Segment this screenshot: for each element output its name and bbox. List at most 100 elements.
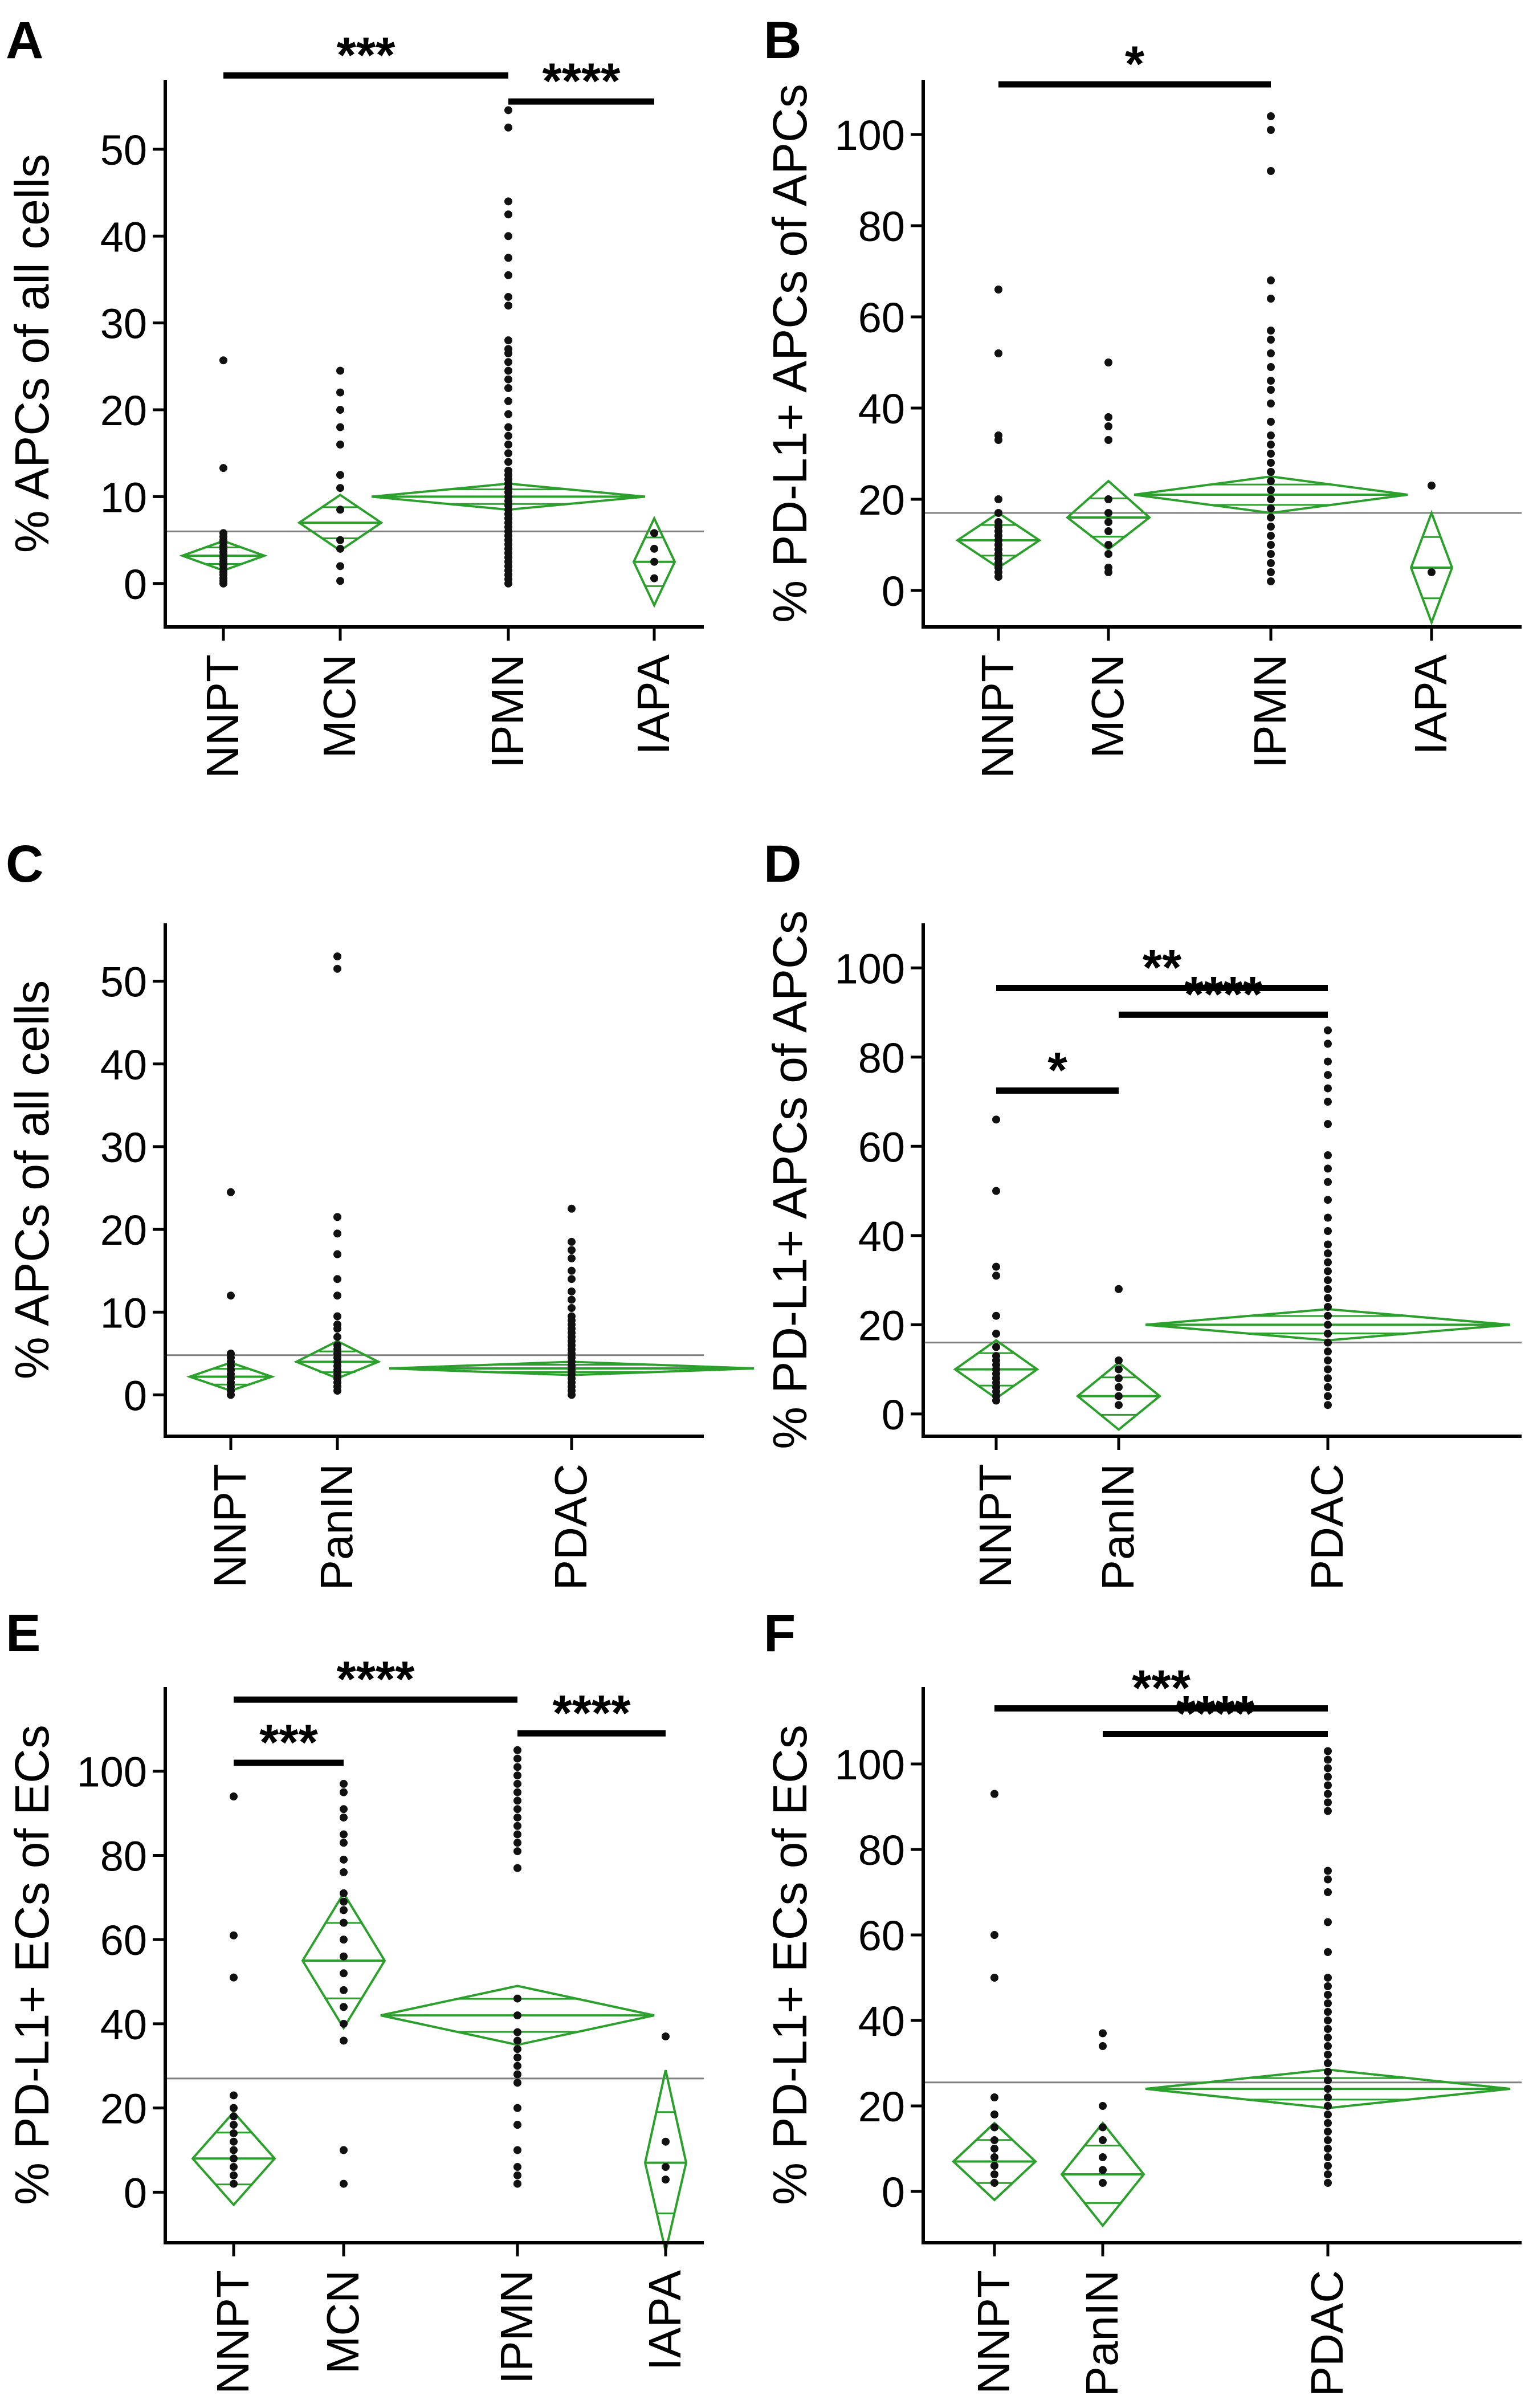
data-point bbox=[1324, 2016, 1332, 2024]
data-point bbox=[1324, 2025, 1332, 2033]
data-point bbox=[1324, 2102, 1332, 2110]
x-tick-label: PanIN bbox=[1092, 1464, 1143, 1590]
data-point bbox=[1324, 1285, 1332, 1293]
y-tick-label: 0 bbox=[124, 561, 147, 608]
data-point bbox=[333, 1275, 341, 1284]
x-tick-label: NNPT bbox=[972, 654, 1023, 779]
y-tick-label: 100 bbox=[835, 1741, 905, 1788]
data-point bbox=[1324, 1196, 1332, 1204]
data-point bbox=[1267, 167, 1275, 175]
data-point bbox=[336, 544, 344, 553]
y-tick-label: 0 bbox=[124, 2169, 147, 2216]
points-nnpt bbox=[219, 356, 227, 588]
data-point bbox=[568, 1254, 576, 1262]
significance-label: * bbox=[1125, 35, 1145, 92]
data-point bbox=[990, 2123, 998, 2132]
data-point bbox=[1324, 2179, 1332, 2187]
data-point bbox=[1324, 2170, 1332, 2178]
data-point bbox=[1324, 1338, 1332, 1347]
data-point bbox=[504, 336, 512, 345]
data-point bbox=[992, 1311, 1000, 1320]
data-point bbox=[992, 1187, 1000, 1195]
data-point bbox=[1324, 1057, 1332, 1066]
data-point bbox=[504, 384, 512, 392]
data-point bbox=[513, 1796, 521, 1805]
points-pdac bbox=[1324, 1747, 1332, 2187]
data-point bbox=[230, 2129, 238, 2137]
points-panin bbox=[1115, 1285, 1123, 1409]
data-point bbox=[504, 431, 512, 440]
data-point bbox=[1115, 1365, 1123, 1374]
data-point bbox=[340, 1868, 348, 1876]
x-tick-label: MCN bbox=[317, 2270, 368, 2374]
data-point bbox=[513, 1754, 521, 1763]
data-point bbox=[340, 1986, 348, 1994]
data-point bbox=[992, 1343, 1000, 1351]
data-point bbox=[340, 1839, 348, 1847]
data-point bbox=[1267, 495, 1275, 503]
data-point bbox=[1324, 1249, 1332, 1258]
y-axis-label: % PD-L1+ APCs of APCs bbox=[763, 84, 817, 622]
data-point bbox=[568, 1391, 576, 1399]
data-point bbox=[662, 2137, 670, 2146]
data-point bbox=[1324, 2076, 1332, 2084]
panel-letter: B bbox=[764, 11, 801, 70]
x-tick-label: NNPT bbox=[968, 2270, 1019, 2394]
data-point bbox=[513, 2045, 521, 2053]
data-point bbox=[1099, 2042, 1107, 2050]
data-point bbox=[1267, 541, 1275, 549]
points-nnpt bbox=[990, 1790, 998, 2187]
data-point bbox=[1324, 2145, 1332, 2153]
y-axis-label: % PD-L1+ ECs of ECs bbox=[5, 1725, 59, 2205]
data-point bbox=[1324, 1071, 1332, 1079]
means-diamond-panin bbox=[1060, 2121, 1145, 2228]
data-point bbox=[340, 2019, 348, 2028]
y-axis-label: % APCs of all cells bbox=[5, 154, 59, 553]
x-tick-label: NNPT bbox=[205, 1464, 255, 1588]
panel-letter: A bbox=[6, 11, 43, 70]
data-point bbox=[1324, 1258, 1332, 1266]
data-point bbox=[662, 2175, 670, 2184]
y-tick-label: 30 bbox=[100, 1124, 147, 1171]
data-point bbox=[513, 1822, 521, 1830]
means-diamond-iapa bbox=[1409, 510, 1454, 626]
data-point bbox=[1324, 1227, 1332, 1235]
data-point bbox=[340, 1830, 348, 1839]
points-pdac bbox=[568, 1204, 576, 1399]
data-point bbox=[504, 579, 512, 588]
points-mcn bbox=[1104, 358, 1112, 576]
means-diamond-nnpt bbox=[952, 2121, 1037, 2202]
data-point bbox=[1267, 126, 1275, 134]
y-tick-label: 40 bbox=[858, 1998, 905, 2045]
data-point bbox=[1099, 2136, 1107, 2144]
data-point bbox=[1324, 1974, 1332, 1982]
x-tick-label: PanIN bbox=[311, 1464, 362, 1590]
data-point bbox=[990, 2093, 998, 2101]
data-point bbox=[990, 1974, 998, 1982]
y-tick-label: 80 bbox=[858, 203, 905, 250]
data-point bbox=[340, 1936, 348, 1944]
data-point bbox=[1324, 1999, 1332, 2007]
data-point bbox=[504, 449, 512, 458]
significance-bracket: **** bbox=[234, 1651, 517, 1707]
data-point bbox=[1324, 2136, 1332, 2144]
data-point bbox=[513, 1788, 521, 1796]
y-tick-label: 100 bbox=[77, 1749, 147, 1796]
data-point bbox=[1324, 1084, 1332, 1093]
data-point bbox=[1324, 1790, 1332, 1798]
data-point bbox=[230, 2154, 238, 2163]
data-point bbox=[504, 106, 512, 115]
data-point bbox=[230, 2146, 238, 2154]
data-point bbox=[1104, 413, 1112, 421]
data-point bbox=[1324, 1764, 1332, 1773]
data-point bbox=[1099, 2179, 1107, 2187]
panel-e: E 0 20 40 60 80 100 NNPT MCN IPMN IAPA % PD-L1+ ECs… bbox=[5, 1604, 704, 2394]
y-tick-label: 0 bbox=[124, 1372, 147, 1419]
x-tick-label: PDAC bbox=[1302, 2270, 1352, 2397]
points-panin bbox=[333, 952, 341, 1395]
x-tick-label: NNPT bbox=[207, 2270, 258, 2394]
data-point bbox=[1267, 386, 1275, 394]
data-point bbox=[513, 2121, 521, 2129]
data-point bbox=[1267, 450, 1275, 458]
data-point bbox=[1324, 1303, 1332, 1311]
